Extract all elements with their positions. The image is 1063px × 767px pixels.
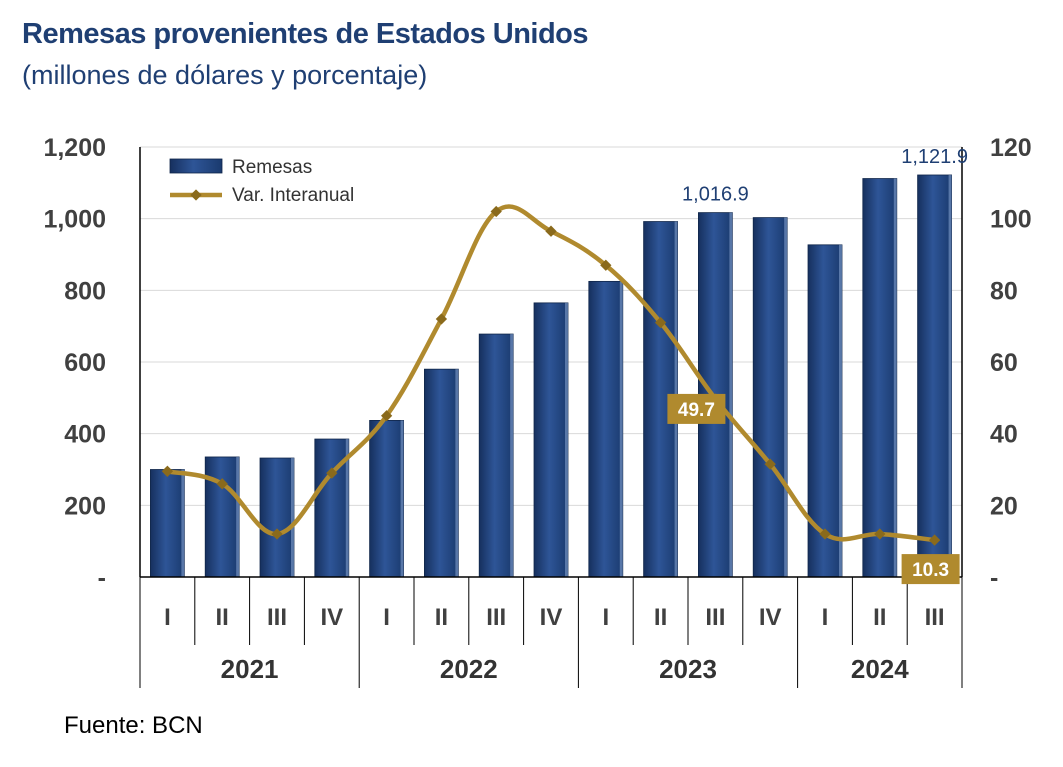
bar-remesas-highlight [948,174,952,577]
bar-remesas [752,217,788,578]
y-left-tick-label: 400 [64,421,106,449]
x-year-label: 2024 [851,654,909,684]
bar-remesas [369,420,404,578]
x-category-label: II [216,604,229,631]
bar-remesas [807,244,843,578]
y-left-tick-label: 200 [64,492,106,520]
x-category-label: I [164,604,171,631]
x-category-label: III [925,604,945,631]
line-point-marker [654,316,667,329]
line-point-marker [928,534,941,546]
y-right-tick-label: 80 [990,277,1018,305]
bar-remesas-highlight [455,369,459,577]
line-callout-box [667,393,726,424]
line-point-marker [380,410,393,422]
line-point-marker [874,528,886,540]
line-point-marker [326,467,338,479]
line-callout-label: 10.3 [912,560,949,581]
x-year-label: 2022 [440,654,498,684]
line-callout-box [901,554,960,585]
bar-remesas-highlight [290,458,294,577]
line-point-marker [545,225,557,237]
y-right-tick-label: - [990,564,998,592]
line-point-marker [764,458,776,470]
bar-remesas [150,469,185,578]
x-category-label: III [486,604,506,631]
bar-remesas [533,302,569,578]
bar-remesas-highlight [784,217,788,577]
line-point-marker [435,313,448,325]
line-point-marker [161,465,174,477]
bar-remesas-highlight [619,281,623,577]
y-right-tick-label: 20 [990,492,1018,520]
bar-remesas-highlight [729,212,733,577]
bar-remesas-highlight [564,302,568,577]
chart-subtitle: (millones de dólares y porcentaje) [22,60,428,90]
bar-remesas [588,280,624,578]
bar-remesas-highlight [236,456,240,577]
x-category-label: IV [540,604,563,631]
bar-remesas [862,178,898,578]
bar-value-label: 1,016.9 [682,184,749,206]
x-category-label: III [705,604,725,631]
y-right-tick-label: 120 [990,134,1032,162]
bar-remesas [917,174,952,578]
data-labels: 1,016.9 1,121.9 49.7 10.3 [667,146,968,585]
x-year-label: 2023 [659,654,717,684]
y-left-tick-label: 1,200 [43,134,106,162]
x-category-label: I [822,604,829,631]
bar-value-label: 1,121.9 [901,146,968,168]
y-left-tick-label: - [98,564,106,592]
bar-remesas [424,368,459,578]
y-right-tick-label: 60 [990,349,1018,377]
line-point-marker [600,259,612,271]
x-category-label: I [383,604,390,631]
line-var-interanual-path [166,204,935,543]
x-category-label: II [435,604,448,631]
bar-remesas-highlight [400,420,404,577]
y-left-tick-label: 800 [64,277,106,305]
bar-remesas-highlight [838,244,842,577]
y-right-tick-label: 100 [990,206,1032,234]
x-category-label: IV [759,604,782,631]
bar-remesas [204,456,240,578]
line-point-marker [271,528,283,540]
legend: Remesas Var. Interanual [169,157,354,206]
x-category-label: II [873,604,886,631]
chart-title: Remesas provenientes de Estados Unidos [22,18,589,50]
x-category-label: II [654,604,667,631]
line-var-interanual [161,204,941,546]
x-category-label: I [602,604,609,631]
legend-label-var-interanual: Var. Interanual [232,185,354,206]
bar-remesas-highlight [510,334,514,577]
legend-label-remesas: Remesas [232,157,312,178]
bar-remesas [478,333,514,578]
y-right-tick-label: 40 [990,421,1018,449]
bar-remesas-highlight [345,439,349,577]
bar-remesas-highlight [181,469,185,577]
bar-remesas [259,457,295,578]
x-category-label: III [267,604,287,631]
x-year-label: 2021 [221,654,279,684]
source-note: Fuente: BCN [64,712,203,739]
y-left-tick-label: 600 [64,349,106,377]
line-callout-label: 49.7 [678,400,715,421]
line-point-marker [216,478,228,490]
y-left-tick-label: 1,000 [43,206,106,234]
line-point-marker [490,205,502,218]
x-category-label: IV [320,604,343,631]
legend-swatch-remesas [169,158,223,174]
line-point-marker [819,528,831,540]
legend-swatch-marker [190,189,202,201]
bar-remesas-highlight [893,178,897,578]
